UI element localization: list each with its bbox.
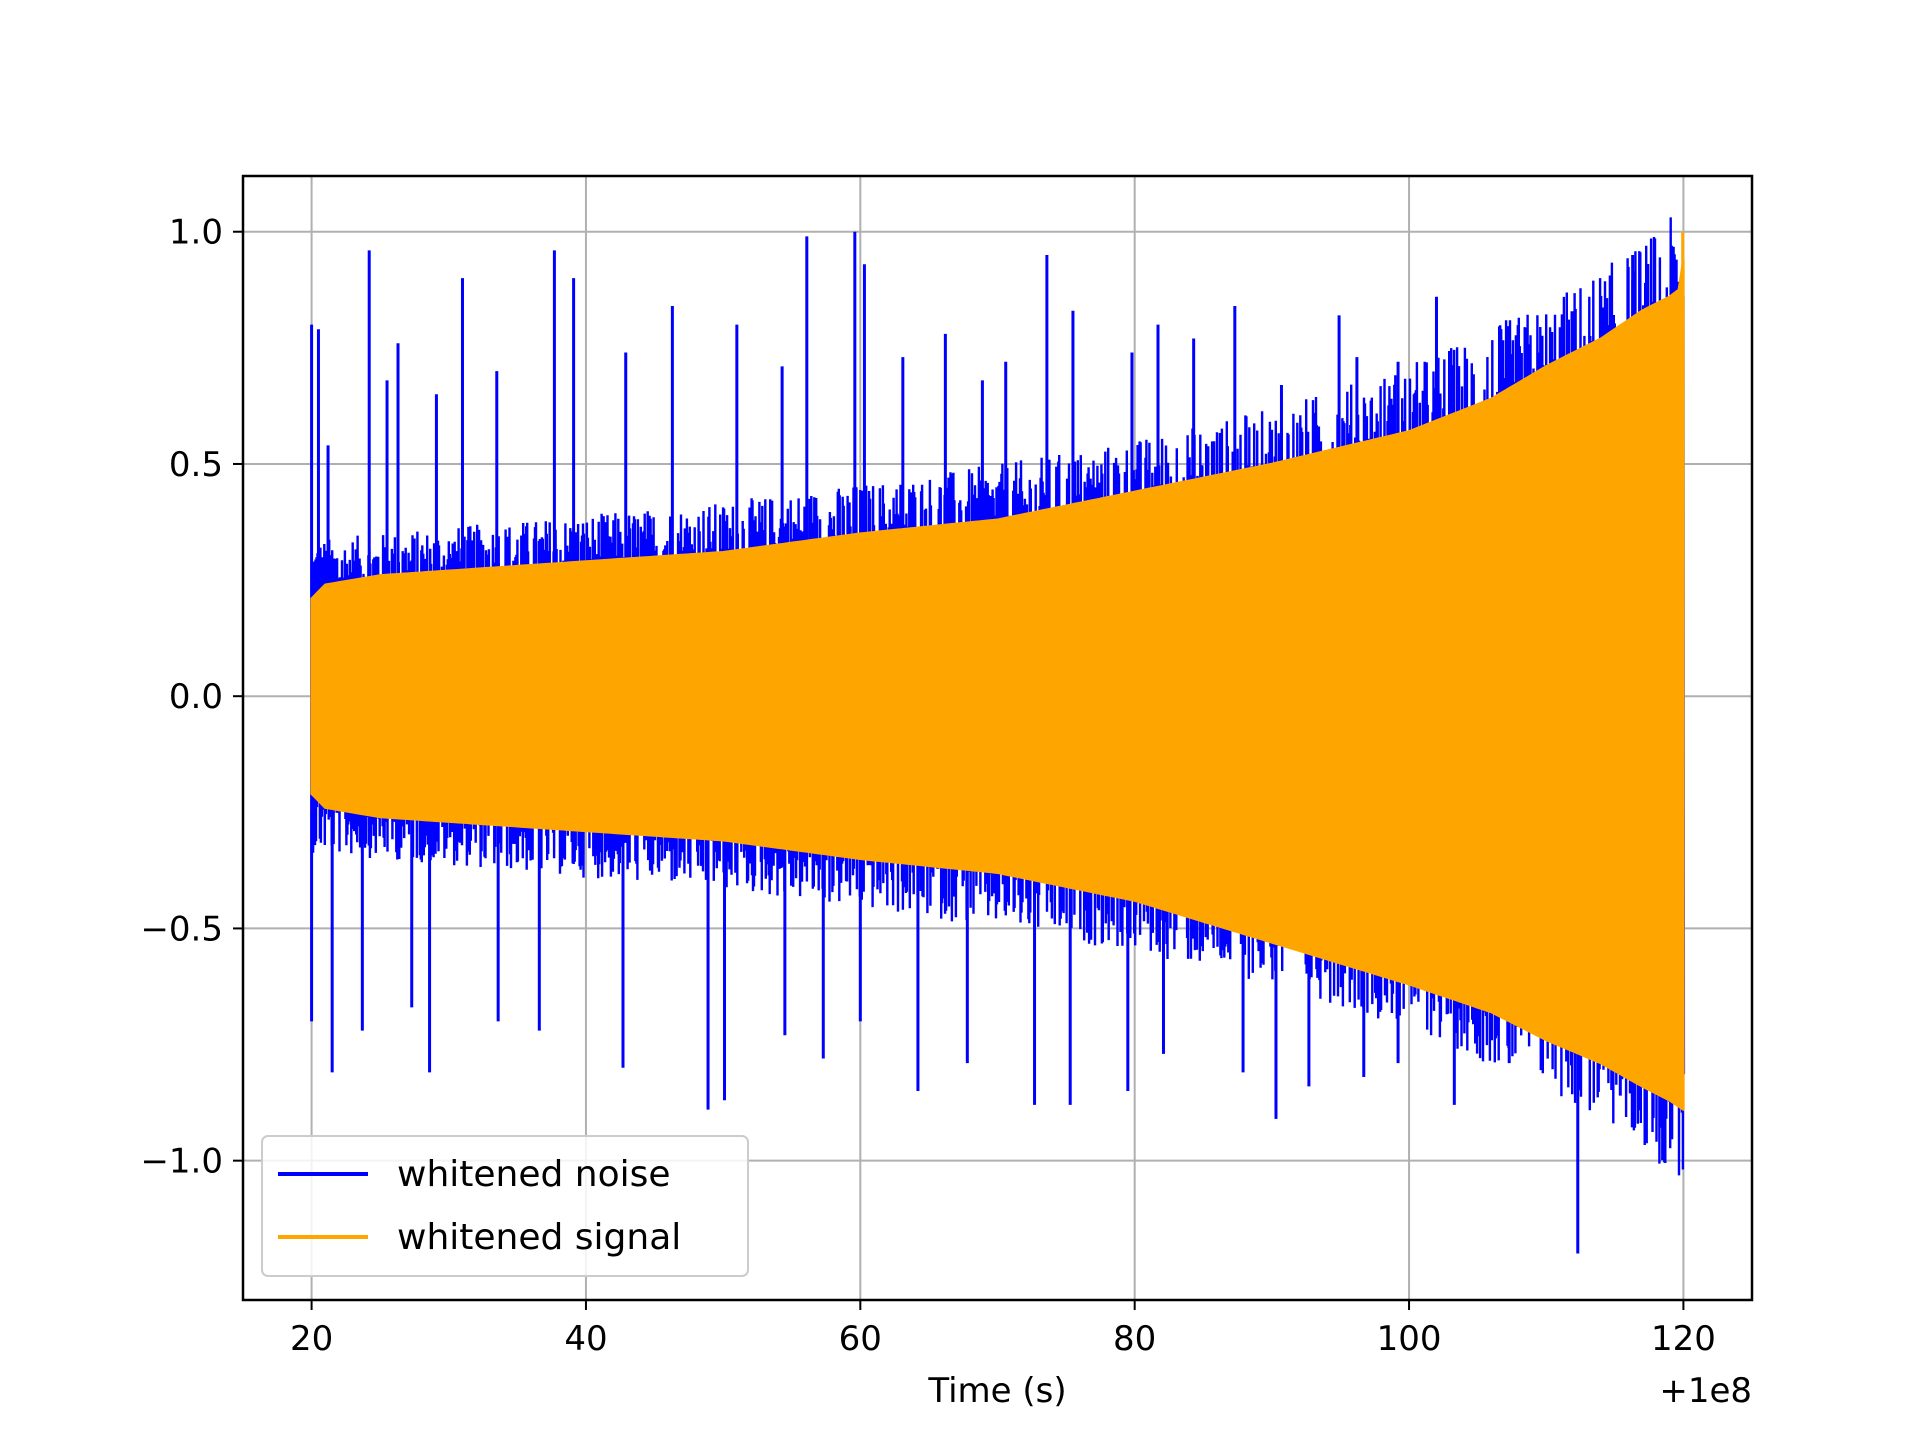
legend: whitened noise whitened signal xyxy=(261,1135,749,1277)
y-tick-label: 1.0 xyxy=(169,213,223,253)
x-tick-label: 100 xyxy=(1377,1319,1442,1359)
ticks-layer: 20 40 60 80 100 120 1.0 0.5 0.0 −0.5 −1.0 xyxy=(140,213,1715,1359)
x-tick-label: 60 xyxy=(839,1319,882,1359)
legend-box xyxy=(261,1135,749,1277)
legend-label: whitened signal xyxy=(397,1217,681,1258)
y-tick-label: −0.5 xyxy=(140,909,223,949)
x-tick-label: 40 xyxy=(564,1319,607,1359)
y-tick-label: −1.0 xyxy=(140,1142,223,1182)
x-axis-label: Time (s) xyxy=(927,1371,1066,1411)
x-tick-label: 120 xyxy=(1651,1319,1716,1359)
axes-frame xyxy=(241,174,1754,1302)
signal-band xyxy=(310,258,1685,1111)
y-tick-label: 0.5 xyxy=(169,445,223,485)
x-offset-label: +1e8 xyxy=(1659,1371,1752,1411)
plot-area xyxy=(310,217,1686,1254)
series-whitened-signal xyxy=(310,231,1685,1111)
x-tick-label: 80 xyxy=(1113,1319,1156,1359)
y-tick-label: 0.0 xyxy=(169,677,223,717)
legend-label: whitened noise xyxy=(397,1154,671,1195)
x-tick-label: 20 xyxy=(290,1319,333,1359)
